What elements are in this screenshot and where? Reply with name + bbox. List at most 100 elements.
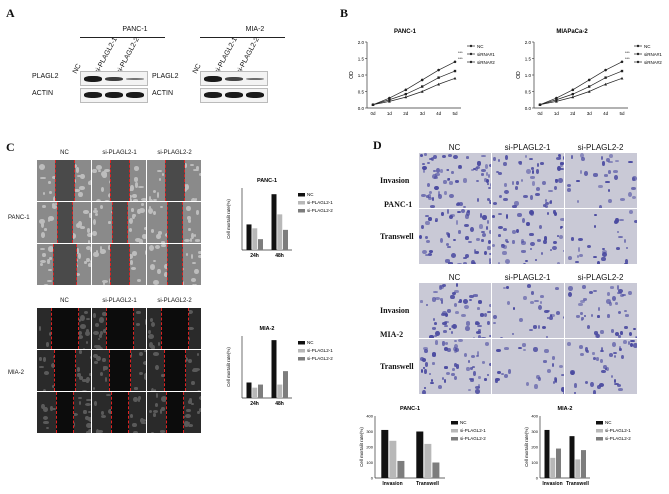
stained-cell (431, 297, 436, 302)
stained-cell (593, 213, 598, 216)
stained-cell (545, 335, 549, 338)
stained-cell (455, 283, 458, 288)
cell-speck (188, 358, 193, 363)
stained-cell (522, 262, 527, 264)
bar (252, 387, 258, 398)
stained-cell (613, 379, 616, 384)
stained-cell (475, 321, 479, 326)
stained-cell (422, 346, 428, 350)
stained-cell (464, 353, 468, 358)
stained-cell (607, 314, 610, 319)
series-line (539, 61, 623, 106)
blot-band (204, 92, 222, 98)
stained-cell (595, 357, 599, 361)
stained-cell (556, 261, 561, 264)
stained-cell (525, 259, 529, 263)
stained-cell (580, 300, 585, 304)
stained-cell (554, 287, 559, 290)
y-tick-label: 400 (531, 414, 538, 419)
stained-cell (486, 179, 489, 183)
panel-label-b: B (340, 6, 349, 20)
stained-cell (421, 369, 424, 373)
legend-label: siRNA#1 (477, 52, 495, 57)
cell-speck (43, 370, 50, 375)
stained-cell (486, 226, 489, 231)
stained-cell (553, 209, 556, 215)
cell-speck (195, 239, 201, 242)
wound-gap (167, 244, 183, 285)
cell-speck (88, 429, 91, 433)
cell-speck (144, 372, 146, 378)
cell-speck (108, 408, 114, 415)
stained-cell (481, 173, 485, 176)
stained-cell (556, 166, 561, 172)
stained-cell (429, 381, 435, 384)
cell-speck (77, 335, 84, 339)
cell-speck (191, 233, 194, 239)
blot-header-line (80, 37, 165, 38)
wound-gap (55, 160, 75, 201)
stained-cell (493, 156, 496, 161)
stained-cell (624, 314, 630, 317)
cell-speck (51, 384, 56, 389)
stained-cell (548, 189, 553, 193)
invasion-image (564, 282, 638, 339)
stained-cell (623, 339, 627, 344)
stained-cell (477, 334, 481, 338)
cell-speck (148, 206, 152, 210)
stained-cell (616, 230, 620, 234)
legend-swatch (596, 429, 603, 433)
stained-cell (540, 294, 544, 298)
blot-row-label: ACTIN (32, 90, 53, 97)
blot-band (84, 76, 102, 82)
blot-band (84, 92, 102, 98)
blot-lane-label: si-PLAGL2-1 (93, 36, 119, 75)
cell-speck (131, 208, 135, 212)
blot-box-actin (80, 88, 148, 103)
stained-cell (483, 178, 487, 182)
cell-speck (103, 200, 110, 201)
stained-cell (486, 310, 491, 314)
stained-cell (605, 180, 610, 184)
stained-cell (486, 220, 490, 224)
stained-cell (448, 193, 454, 199)
cell-speck (156, 192, 160, 198)
image-column-label: NC (448, 143, 461, 152)
blot-box-plagl2 (200, 71, 268, 86)
stained-cell (489, 200, 491, 204)
data-point (604, 68, 607, 72)
x-tick-label: 5d (452, 111, 458, 116)
stained-cell (462, 298, 468, 304)
cell-speck (133, 213, 137, 217)
stained-cell (454, 339, 457, 343)
stained-cell (470, 227, 474, 233)
cell-speck (192, 367, 197, 370)
stained-cell (530, 176, 535, 179)
stained-cell (537, 304, 542, 310)
stained-cell (631, 186, 636, 190)
cell-speck (88, 212, 91, 215)
cell-speck (140, 418, 146, 422)
stained-cell (526, 283, 532, 289)
stained-cell (469, 294, 474, 298)
significance-mark: *** (458, 56, 463, 61)
data-point (420, 90, 424, 93)
stained-cell (425, 220, 431, 226)
data-point (555, 98, 558, 101)
y-tick-label: 300 (531, 429, 538, 434)
stained-cell (425, 263, 428, 264)
stained-cell (558, 365, 563, 369)
wound-image (92, 244, 146, 285)
wound-gap (111, 392, 129, 433)
stained-cell (428, 193, 431, 199)
stained-cell (624, 259, 628, 264)
stained-cell (629, 331, 633, 337)
cell-speck (161, 172, 165, 176)
cell-speck (135, 310, 141, 315)
stained-cell (600, 155, 603, 161)
cell-speck (134, 387, 138, 390)
stained-cell (458, 230, 461, 235)
stained-cell (542, 239, 547, 245)
stained-cell (437, 385, 443, 390)
cell-speck (130, 185, 134, 191)
